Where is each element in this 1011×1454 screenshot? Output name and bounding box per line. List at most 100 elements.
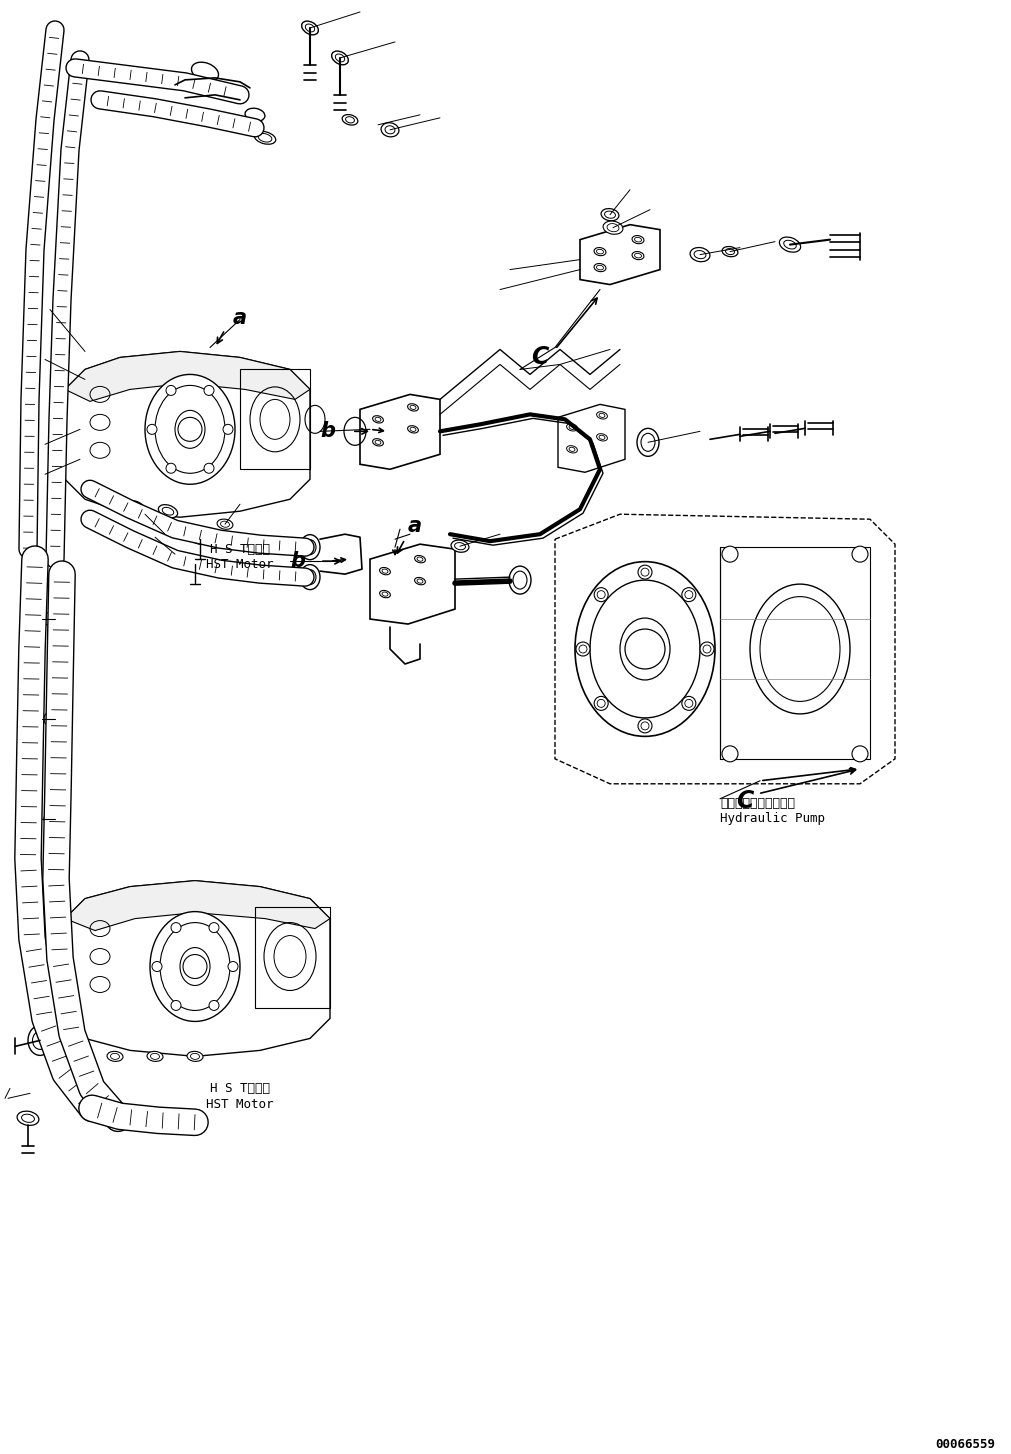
Ellipse shape — [749, 585, 849, 714]
Ellipse shape — [187, 560, 203, 569]
Polygon shape — [65, 881, 330, 1057]
Ellipse shape — [381, 122, 398, 137]
Text: H S Tモータ: H S Tモータ — [210, 1082, 270, 1095]
Ellipse shape — [379, 590, 390, 598]
Text: ハイドロリックポンプ: ハイドロリックポンプ — [719, 797, 795, 810]
Ellipse shape — [43, 614, 52, 625]
Ellipse shape — [28, 1025, 52, 1056]
Ellipse shape — [603, 221, 623, 234]
Ellipse shape — [301, 22, 318, 35]
Circle shape — [721, 746, 737, 762]
Ellipse shape — [43, 712, 52, 726]
Circle shape — [147, 425, 157, 435]
Ellipse shape — [722, 247, 737, 257]
Circle shape — [227, 961, 238, 971]
Ellipse shape — [332, 51, 348, 65]
Ellipse shape — [415, 577, 425, 585]
Circle shape — [209, 1000, 218, 1011]
Circle shape — [575, 643, 589, 656]
Ellipse shape — [778, 237, 800, 252]
Ellipse shape — [601, 208, 619, 221]
Ellipse shape — [72, 1051, 88, 1061]
Circle shape — [171, 1000, 181, 1011]
Text: HST Motor: HST Motor — [206, 1098, 274, 1111]
Ellipse shape — [632, 236, 643, 244]
Ellipse shape — [147, 1051, 163, 1061]
Ellipse shape — [379, 567, 390, 574]
Ellipse shape — [596, 433, 607, 441]
Polygon shape — [579, 225, 659, 285]
Circle shape — [209, 923, 218, 932]
Circle shape — [625, 630, 664, 669]
Circle shape — [637, 718, 651, 733]
Ellipse shape — [451, 539, 468, 553]
Ellipse shape — [509, 566, 531, 595]
Ellipse shape — [636, 429, 658, 457]
Text: C: C — [531, 346, 548, 369]
Polygon shape — [554, 515, 894, 784]
Ellipse shape — [43, 813, 52, 824]
Ellipse shape — [690, 247, 710, 262]
Ellipse shape — [566, 423, 577, 430]
Ellipse shape — [254, 131, 275, 144]
Circle shape — [166, 464, 176, 473]
Ellipse shape — [372, 416, 383, 423]
Polygon shape — [360, 394, 440, 470]
Circle shape — [593, 696, 608, 711]
Ellipse shape — [145, 375, 235, 484]
Ellipse shape — [372, 439, 383, 446]
Ellipse shape — [107, 1051, 123, 1061]
Circle shape — [204, 385, 213, 395]
Polygon shape — [557, 404, 625, 473]
Circle shape — [178, 417, 202, 442]
Ellipse shape — [125, 500, 145, 513]
Ellipse shape — [574, 561, 715, 736]
Polygon shape — [719, 547, 869, 759]
Ellipse shape — [407, 426, 418, 433]
Circle shape — [593, 587, 608, 602]
Ellipse shape — [596, 411, 607, 419]
Circle shape — [851, 547, 867, 563]
Ellipse shape — [159, 505, 178, 518]
Ellipse shape — [216, 519, 233, 529]
Text: HST Motor: HST Motor — [206, 558, 274, 570]
Ellipse shape — [566, 445, 577, 454]
Polygon shape — [370, 544, 455, 624]
Text: a: a — [407, 516, 422, 537]
Text: b: b — [320, 422, 336, 442]
Ellipse shape — [632, 252, 643, 260]
Polygon shape — [65, 881, 330, 931]
Circle shape — [700, 643, 714, 656]
Ellipse shape — [299, 564, 319, 590]
Polygon shape — [65, 352, 309, 518]
Ellipse shape — [407, 404, 418, 411]
Ellipse shape — [17, 1111, 38, 1125]
Text: H S Tモータ: H S Tモータ — [210, 542, 270, 555]
Ellipse shape — [192, 534, 208, 544]
Bar — [240, 369, 309, 470]
Ellipse shape — [593, 263, 606, 272]
Ellipse shape — [299, 535, 319, 560]
Circle shape — [152, 961, 162, 971]
Circle shape — [222, 425, 233, 435]
Circle shape — [183, 954, 207, 979]
Polygon shape — [65, 352, 309, 401]
Circle shape — [171, 923, 181, 932]
Ellipse shape — [415, 555, 425, 563]
Circle shape — [637, 566, 651, 579]
Text: C: C — [736, 788, 753, 813]
Ellipse shape — [150, 912, 240, 1022]
Ellipse shape — [342, 115, 358, 125]
Text: 00066559: 00066559 — [934, 1438, 994, 1451]
Circle shape — [721, 547, 737, 563]
Text: Hydraulic Pump: Hydraulic Pump — [719, 813, 824, 826]
Circle shape — [681, 587, 696, 602]
Circle shape — [851, 746, 867, 762]
Ellipse shape — [187, 1051, 203, 1061]
Text: b: b — [290, 551, 305, 571]
Text: a: a — [233, 307, 247, 327]
Circle shape — [204, 464, 213, 473]
Circle shape — [166, 385, 176, 395]
Ellipse shape — [593, 247, 606, 256]
Circle shape — [681, 696, 696, 711]
